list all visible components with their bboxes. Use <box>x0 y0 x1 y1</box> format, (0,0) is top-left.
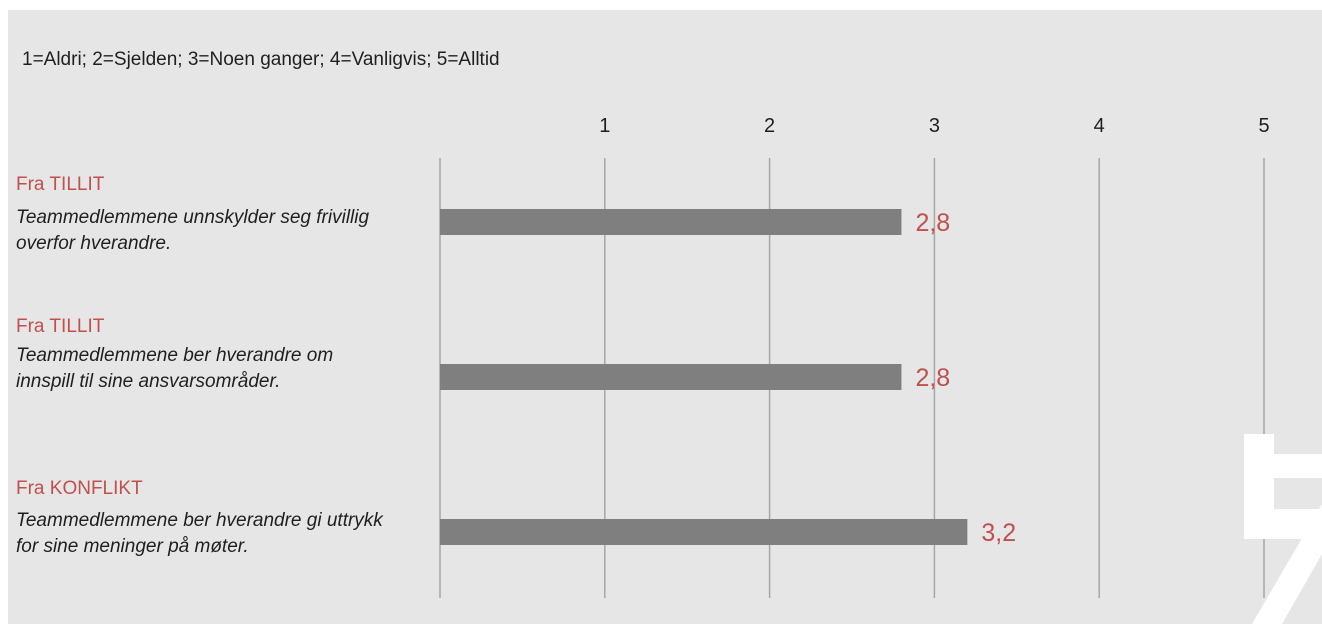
category-description: Teammedlemmene ber hverandre gi uttrykk … <box>16 510 383 557</box>
x-tick-label: 2 <box>764 115 775 137</box>
bar-value-label: 3,2 <box>981 519 1016 547</box>
category-description: Teammedlemmene ber hverandre om innspill… <box>16 345 334 392</box>
category-title: Fra TILLIT <box>16 316 105 337</box>
bar <box>440 209 902 235</box>
watermark-logo <box>1244 434 1322 624</box>
x-tick-label: 3 <box>929 115 940 137</box>
bar <box>440 519 968 545</box>
x-tick-label: 5 <box>1258 115 1269 137</box>
x-tick-label: 1 <box>599 115 610 137</box>
category-description: Teammedlemmene unnskylder seg frivillig … <box>16 207 370 254</box>
category-title: Fra KONFLIKT <box>16 478 143 499</box>
bar <box>440 364 902 390</box>
category-title: Fra TILLIT <box>16 174 105 195</box>
bar-value-label: 2,8 <box>915 364 950 392</box>
scale-legend: 1=Aldri; 2=Sjelden; 3=Noen ganger; 4=Van… <box>22 49 500 70</box>
bar-value-label: 2,8 <box>915 209 950 237</box>
x-tick-label: 4 <box>1094 115 1105 137</box>
